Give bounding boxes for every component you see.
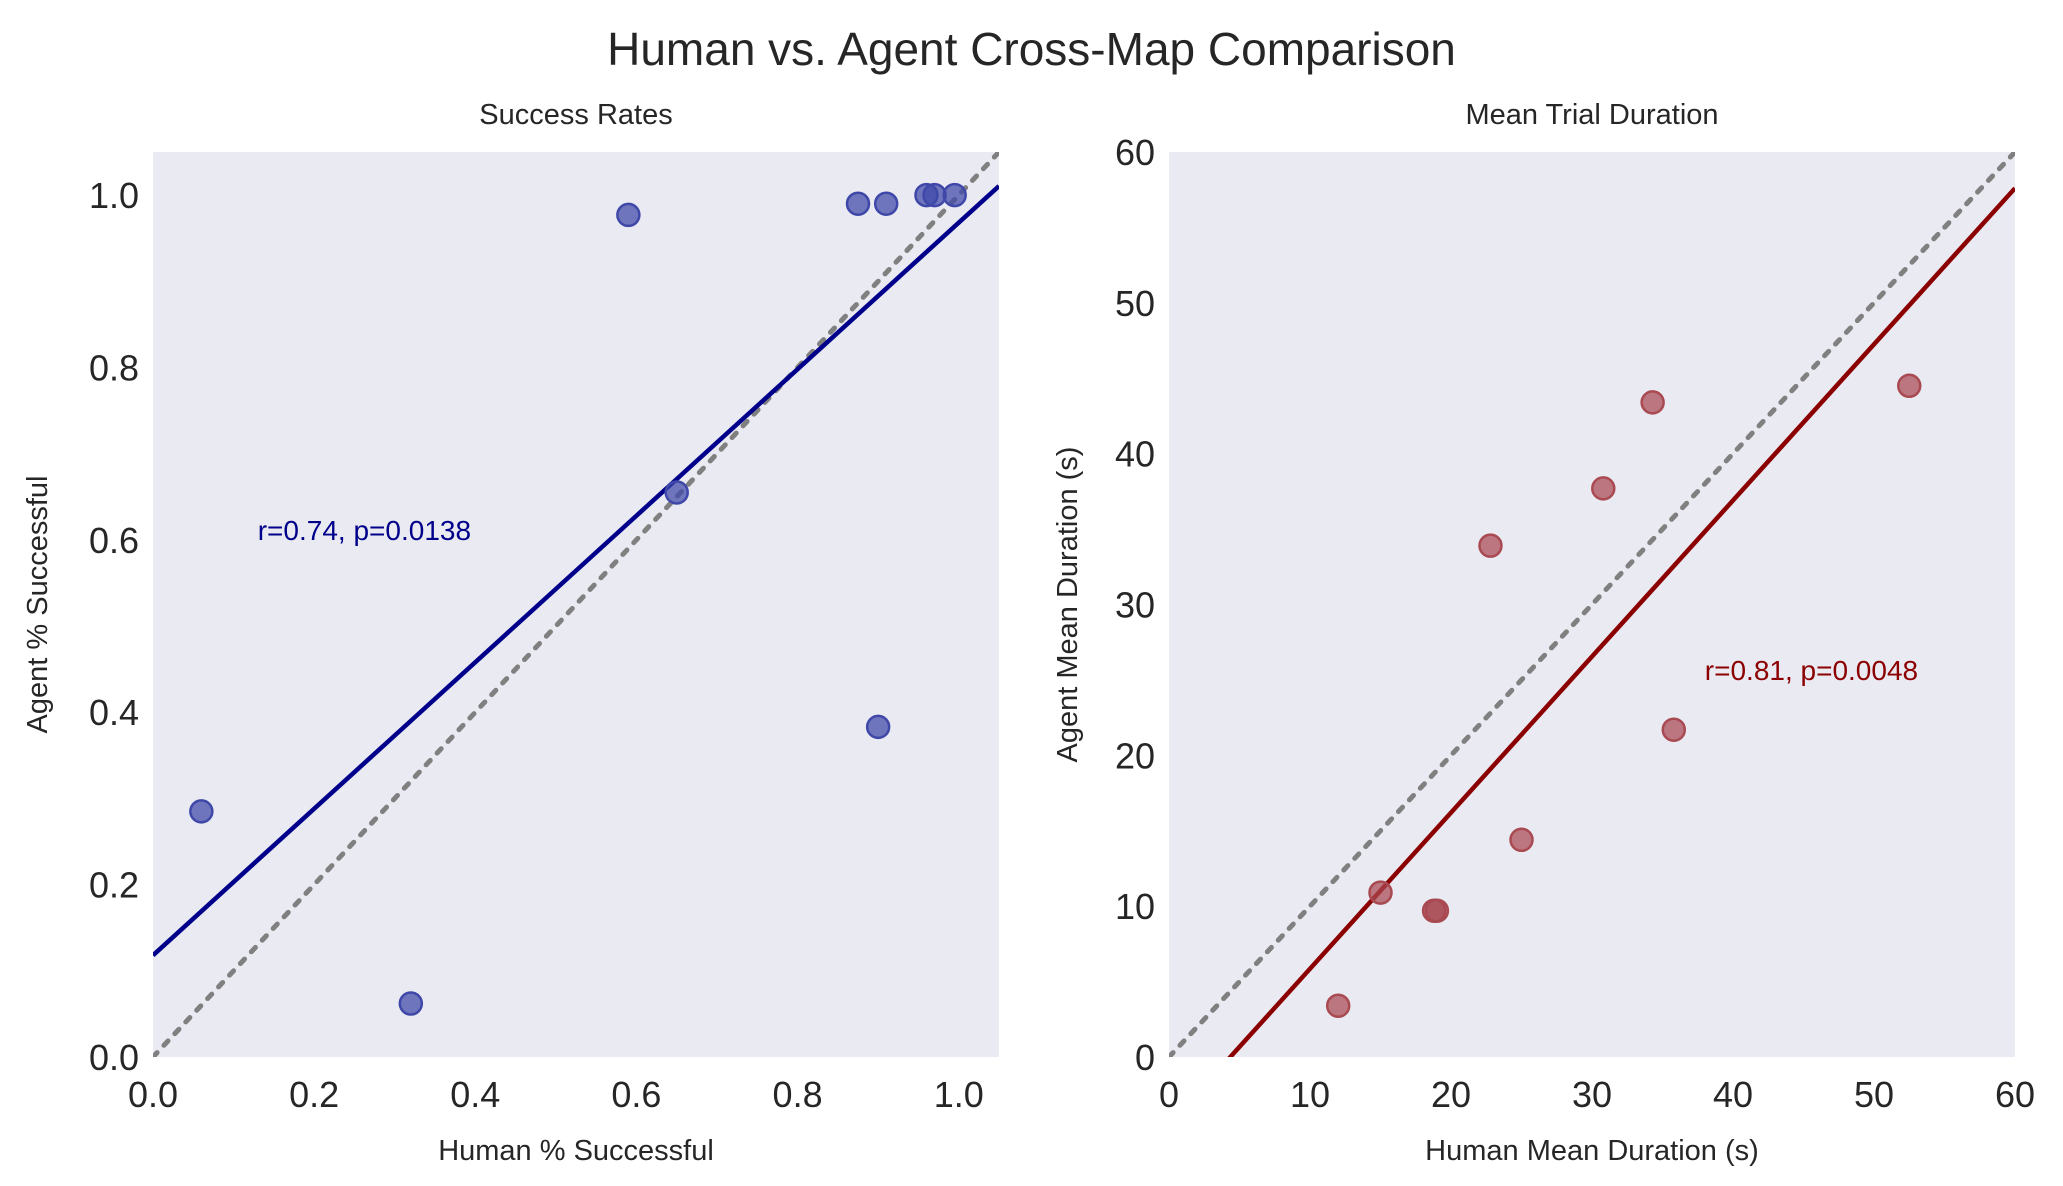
duration-x-tick-label: 30 [1572,1074,1612,1115]
duration-data-point [1897,373,1922,399]
duration-y-tick-label: 10 [1115,886,1155,927]
duration-panel: Mean Trial Duration 0 10 20 30 40 50 60 0 10 20 30 4… [1052,99,2035,1167]
success-x-tick-label: 0.2 [289,1074,339,1115]
duration-x-tick-label: 10 [1290,1074,1330,1115]
success-correlation-annotation: r=0.74, p=0.0138 [258,515,471,546]
duration-data-point [1368,880,1393,905]
duration-y-tick-label: 30 [1115,585,1155,626]
success-data-point [922,182,947,208]
success-data-point [942,182,967,208]
duration-x-tick-label: 50 [1854,1074,1894,1115]
duration-panel-title: Mean Trial Duration [1465,99,1718,131]
success-data-point [845,191,871,216]
success-x-tick-label: 1.0 [934,1074,984,1115]
duration-data-point [1478,533,1503,558]
duration-data-point [1325,993,1351,1018]
success-y-tick-label: 0.6 [89,520,139,561]
success-y-tick-label: 0.4 [89,692,139,733]
success-identity-line [153,152,999,1057]
duration-correlation-annotation: r=0.81, p=0.0048 [1705,655,1918,686]
success-data-point [873,191,899,216]
duration-y-tick-label: 20 [1115,735,1155,776]
duration-y-tick-label: 60 [1115,132,1155,173]
success-x-tick-label: 0.8 [773,1074,823,1115]
success-plot-content [153,152,999,1057]
duration-y-axis-label: Agent Mean Duration (s) [1052,447,1084,763]
success-data-point [398,991,424,1016]
duration-y-tick-label: 50 [1115,283,1155,324]
success-x-tick-label: 0.4 [450,1074,500,1115]
duration-x-tick-label: 60 [1995,1074,2035,1115]
duration-x-tick-label: 40 [1713,1074,1753,1115]
success-data-point [865,714,891,740]
success-y-tick-label: 1.0 [89,175,139,216]
success-data-point [616,202,641,228]
duration-fit-line [1227,186,2015,1057]
success-y-axis-label: Agent % Successful [22,476,54,734]
duration-y-tick-label: 40 [1115,434,1155,475]
duration-data-point [1509,827,1534,853]
success-data-point [664,480,689,505]
duration-data-point [1661,717,1687,742]
duration-data-point [1424,898,1450,923]
success-x-tick-label: 0.6 [611,1074,661,1115]
duration-x-tick-label: 20 [1431,1074,1471,1115]
success-x-tick-label: 0.0 [128,1074,178,1115]
success-panel: Success Rates 0.0 0.2 0.4 0.6 0.8 1.0 0.0 0.2 0.4… [22,99,999,1167]
duration-data-point [1640,390,1665,415]
duration-x-axis-label: Human Mean Duration (s) [1425,1135,1759,1167]
duration-plot-content [1169,152,2015,1057]
success-fit-line [153,184,999,957]
duration-y-tick-label: 0 [1135,1037,1155,1078]
success-x-axis-label: Human % Successful [438,1135,714,1167]
duration-x-tick-label: 0 [1159,1074,1179,1115]
duration-identity-line [1169,152,2015,1057]
duration-data-point [1591,476,1616,501]
success-y-tick-label: 0.0 [89,1037,139,1078]
success-data-point [189,799,214,824]
figure-title: Human vs. Agent Cross-Map Comparison [607,23,1456,75]
success-y-tick-label: 0.2 [89,865,139,906]
success-panel-title: Success Rates [479,99,672,131]
success-y-tick-label: 0.8 [89,347,139,388]
